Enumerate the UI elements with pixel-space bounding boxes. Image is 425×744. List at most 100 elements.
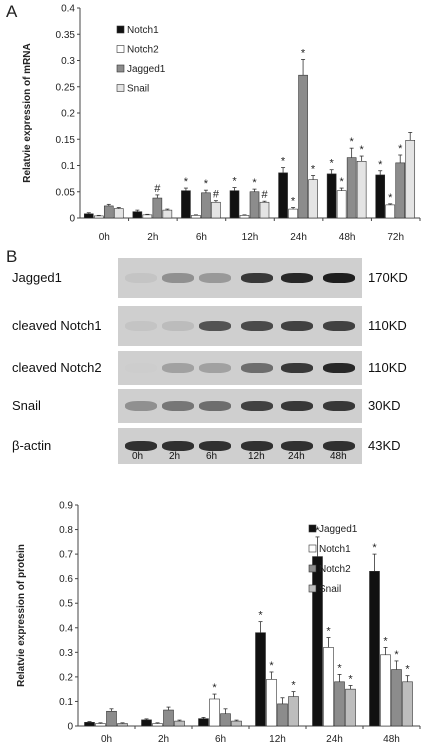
bar	[278, 172, 288, 219]
legend-swatch	[308, 524, 317, 533]
blot-band	[241, 401, 273, 411]
bar	[288, 696, 299, 727]
bar	[298, 74, 308, 219]
significance-mark: *	[184, 176, 189, 188]
blot-band	[162, 401, 194, 411]
x-tick-label: 6h	[196, 232, 207, 243]
bar	[334, 681, 345, 727]
bar	[259, 201, 270, 219]
y-tick-label: 0.05	[56, 187, 76, 198]
blot-band	[125, 363, 157, 373]
significance-mark: *	[378, 159, 383, 171]
blot-row-label: β-actin	[12, 438, 52, 453]
blot-band	[125, 321, 157, 331]
significance-mark: *	[337, 662, 342, 674]
legend-entry: Jagged1	[319, 524, 358, 535]
legend-swatch	[116, 84, 125, 92]
bar	[308, 179, 318, 219]
bar	[152, 723, 163, 727]
x-tick-label: 12h	[242, 232, 259, 243]
bar	[113, 208, 124, 219]
significance-mark: *	[350, 136, 355, 148]
bar	[162, 209, 173, 219]
significance-mark: *	[394, 649, 399, 661]
blot-band	[323, 401, 355, 411]
bar	[375, 174, 386, 219]
y-tick-label: 0.5	[59, 599, 73, 610]
bar	[152, 197, 163, 219]
blot-band	[281, 401, 313, 411]
blot-band	[199, 363, 231, 373]
bar	[84, 722, 95, 727]
bar	[346, 157, 357, 219]
significance-mark: #	[213, 189, 220, 201]
legend-entry: Notch1	[319, 544, 351, 555]
bar	[201, 192, 211, 219]
significance-mark: *	[315, 525, 320, 537]
significance-mark: *	[291, 680, 296, 692]
panel-label-a: A	[6, 2, 18, 21]
blot-row-label: Snail	[12, 398, 41, 413]
blot-strip	[118, 428, 362, 464]
blot-band	[125, 441, 157, 451]
significance-mark: *	[232, 176, 237, 188]
mrna-bar-chart: 0 0.05 0.1 0.15 0.2 0.25 0.3 0.35 0.4 Relatvie ex…	[22, 4, 421, 243]
y-tick-label: 0.4	[59, 623, 73, 634]
blot-lane-label: 12h	[248, 451, 265, 462]
y-tick-label: 0.3	[59, 648, 73, 659]
significance-mark: *	[326, 626, 331, 638]
blot-band	[281, 441, 313, 451]
y-tick-label: 0.6	[59, 574, 73, 585]
x-tick-label: 2h	[158, 734, 169, 744]
y-tick-label: 0.1	[61, 161, 75, 172]
blot-band	[199, 321, 231, 331]
y-tick-label: 0.1	[59, 697, 73, 708]
legend-swatch	[308, 564, 317, 573]
blot-band	[162, 321, 194, 331]
bar	[181, 190, 191, 219]
bar	[83, 213, 94, 219]
blot-lane-label: 24h	[288, 451, 305, 462]
x-tick-label: 72h	[387, 232, 404, 243]
bar	[380, 654, 391, 727]
significance-mark: *	[398, 143, 403, 155]
y-axis-label: Relatvie expression of protein	[16, 544, 27, 687]
y-tick-label: 0.8	[59, 525, 73, 536]
blot-row-label: Jagged1	[12, 270, 62, 285]
bar	[356, 161, 367, 219]
significance-mark: *	[405, 664, 410, 676]
significance-mark: *	[340, 176, 345, 188]
significance-mark: *	[348, 673, 353, 685]
blot-band	[199, 273, 231, 283]
significance-mark: *	[388, 192, 393, 204]
bar	[163, 709, 174, 727]
blot-kd-label: 43KD	[368, 438, 401, 453]
bar	[266, 679, 277, 727]
legend-entry: Notch1	[127, 25, 159, 36]
significance-mark: #	[154, 183, 161, 195]
bar	[103, 205, 114, 219]
blot-lane-label: 48h	[330, 451, 347, 462]
y-tick-label: 0.25	[56, 82, 76, 93]
bar	[132, 211, 143, 219]
x-tick-label: 48h	[339, 232, 356, 243]
blot-band	[162, 273, 194, 283]
x-tick-label: 12h	[269, 734, 286, 744]
blot-band	[323, 321, 355, 331]
bar	[277, 703, 288, 727]
bar	[117, 723, 128, 727]
blot-strip	[118, 351, 362, 385]
significance-mark: *	[281, 156, 286, 168]
y-tick-label: 0.9	[59, 501, 73, 512]
legend-swatch	[116, 25, 125, 34]
blot-band	[323, 363, 355, 373]
significance-mark: *	[204, 178, 209, 190]
legend-swatch	[308, 584, 317, 593]
y-tick-label: 0.2	[59, 672, 73, 683]
blot-strip	[118, 389, 362, 423]
blot-strip	[118, 258, 362, 298]
blot-band	[125, 273, 157, 283]
bar	[345, 688, 356, 727]
blot-band	[241, 273, 273, 283]
significance-mark: *	[330, 158, 335, 170]
